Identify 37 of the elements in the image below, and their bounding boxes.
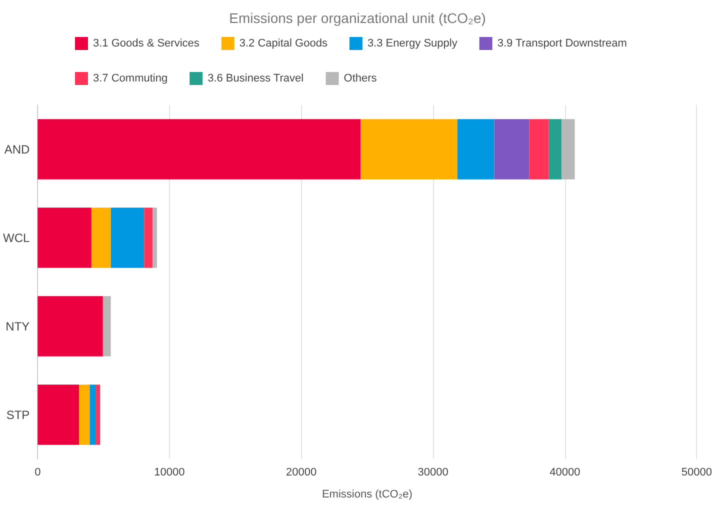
bar [110, 208, 144, 268]
bar [152, 208, 157, 268]
bar [144, 208, 153, 268]
legend-label: Others [344, 72, 378, 84]
bar [38, 119, 361, 180]
bar [38, 296, 103, 356]
bar [457, 119, 494, 180]
x-tick-label: 0 [34, 466, 41, 478]
y-tick-label: AND [4, 142, 30, 156]
y-tick-label: NTY [6, 319, 30, 334]
x-tick-label: 30000 [418, 466, 448, 478]
bar [90, 384, 96, 445]
bar [91, 208, 111, 268]
bar [38, 384, 80, 445]
legend-label: 3.1 Goods & Services [93, 38, 200, 50]
legend-label: 3.9 Transport Downstream [497, 38, 627, 50]
bar [561, 119, 575, 180]
y-tick-label: WCL [2, 230, 30, 245]
x-tick-label: 10000 [154, 466, 185, 478]
bar [360, 119, 458, 180]
legend-label: 3.6 Business Travel [208, 72, 304, 84]
y-tick-label: STP [6, 408, 30, 422]
bar [103, 296, 111, 356]
x-tick-label: 20000 [286, 466, 317, 478]
bar [79, 384, 90, 445]
x-axis-title: Emissions (tCO₂e) [322, 488, 412, 500]
legend-label: 3.2 Capital Goods [239, 38, 328, 50]
bar [548, 119, 562, 180]
legend-label: 3.7 Commuting [93, 72, 168, 84]
bar [38, 208, 92, 268]
x-tick-label: 40000 [550, 466, 580, 478]
bar [96, 384, 100, 445]
chart-title: Emissions per organizational unit (tCO₂e) [229, 10, 486, 26]
x-tick-label: 50000 [681, 466, 712, 478]
bar [494, 119, 530, 180]
legend-label: 3.3 Energy Supply [367, 38, 458, 50]
bar [529, 119, 549, 180]
